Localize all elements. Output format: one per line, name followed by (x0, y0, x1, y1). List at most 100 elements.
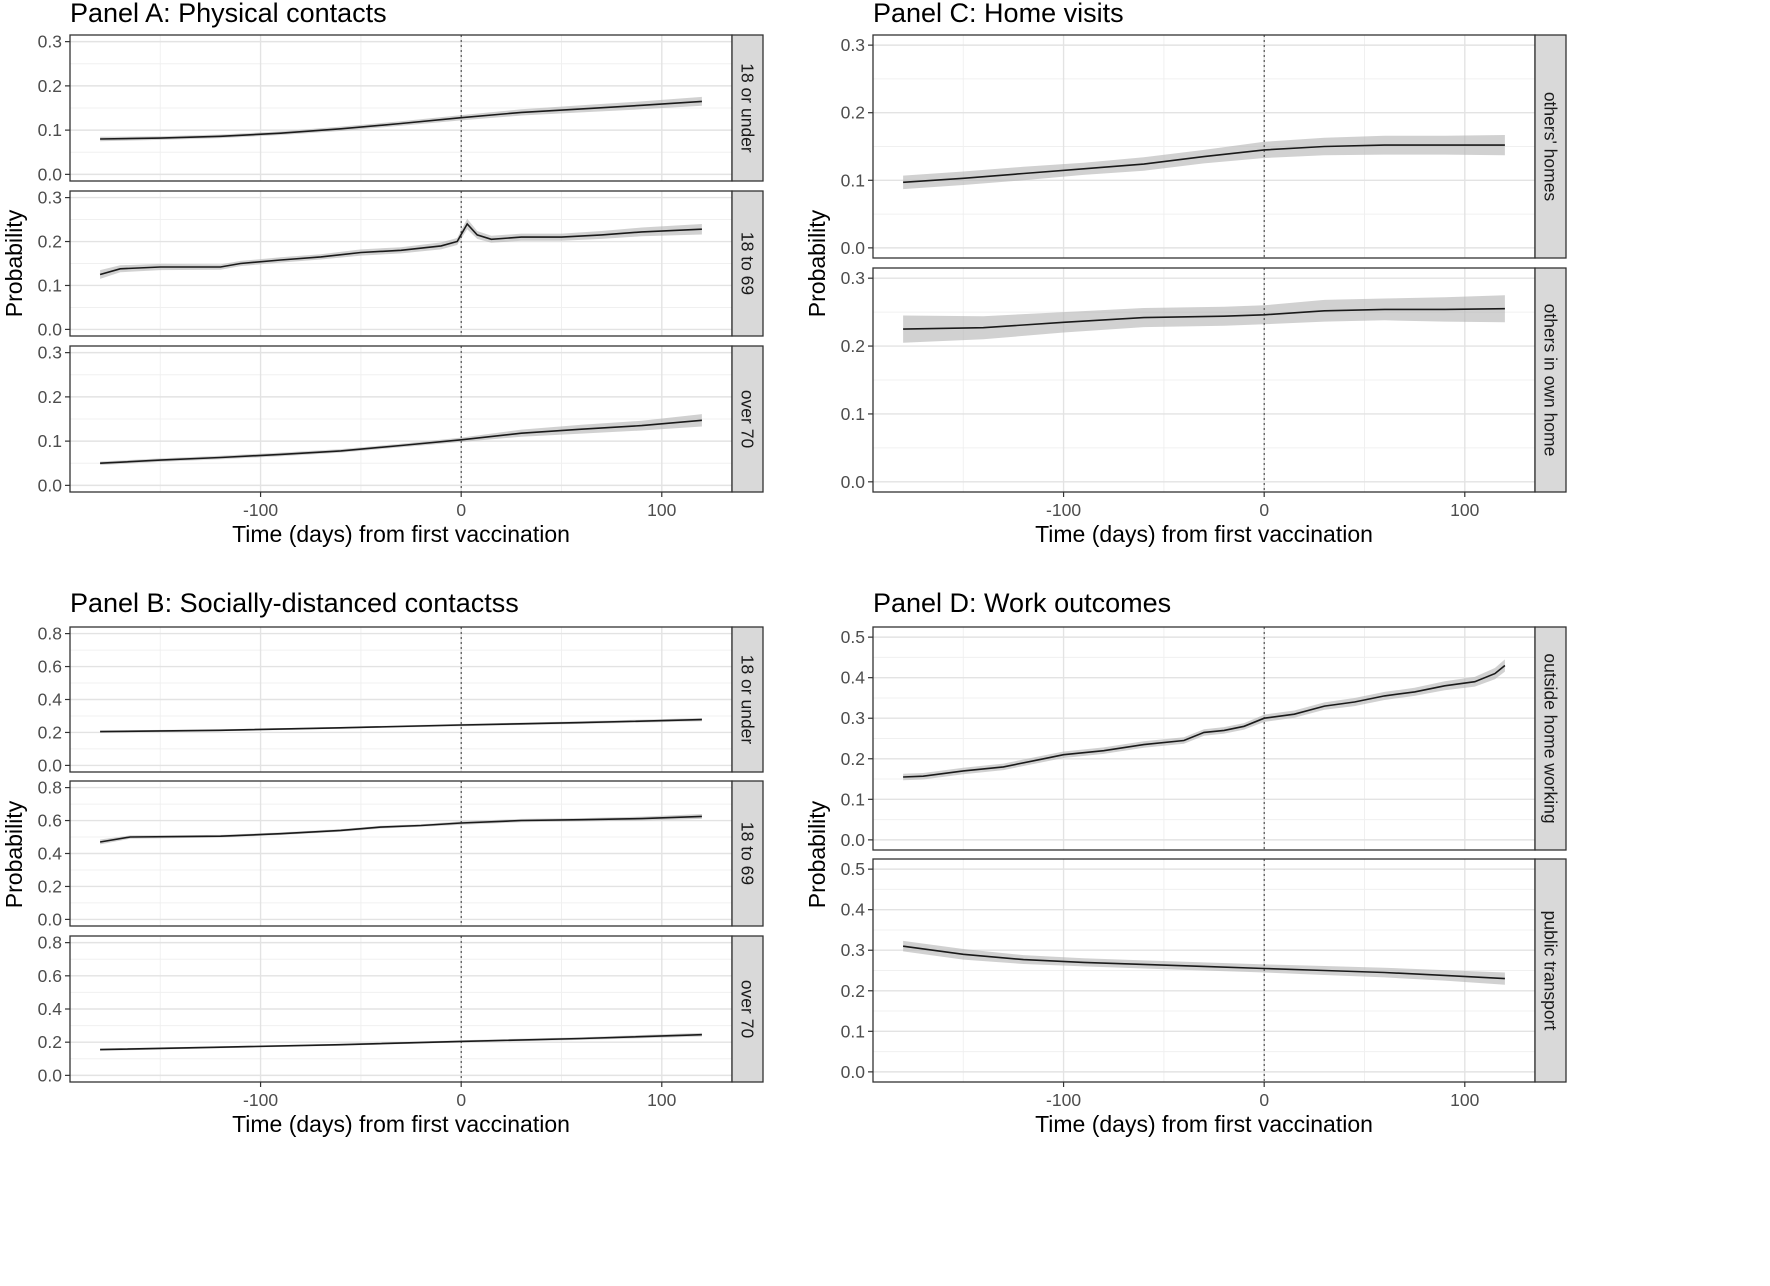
facet-strip (731, 34, 764, 182)
panel-title: Panel D: Work outcomes (873, 588, 1171, 618)
y-tick-label: 0.3 (38, 32, 62, 52)
y-tick-label: 0.0 (841, 830, 866, 850)
y-axis-title: Probability (804, 800, 830, 908)
y-tick-label: 0.2 (38, 876, 62, 896)
facet-strip (1534, 267, 1567, 493)
series-line (903, 144, 1505, 184)
series-line (99, 222, 702, 276)
series-line (100, 1033, 702, 1051)
x-tick-label: 0 (456, 1090, 466, 1110)
x-axis-title: Time (days) from first vaccination (1035, 521, 1373, 547)
x-tick-label: 100 (647, 500, 676, 520)
x-axis-title: Time (days) from first vaccination (232, 521, 570, 547)
facet: outside home working 0.0 0.1 0.2 0.3 0.4 0.5 (841, 626, 1567, 851)
y-tick-label: 0.1 (841, 170, 865, 190)
facet-strip-label: 18 or under (738, 655, 758, 745)
confidence-ribbon (100, 218, 702, 279)
y-tick-label: 0.8 (38, 624, 62, 644)
chart-root: Panel A: Physical contacts 18 or under 0.0… (1, 0, 1567, 1137)
facet-strip-label: 18 to 69 (738, 232, 758, 295)
facet: 18 or under 0.0 0.1 0.2 0.3 (38, 32, 764, 184)
x-axis-title: Time (days) from first vaccination (232, 1111, 570, 1137)
facet-strip-label: others' homes (1541, 92, 1561, 202)
facet-strip (1534, 858, 1567, 1083)
y-tick-label: 0.1 (841, 404, 865, 424)
facet-strip-label: outside home working (1541, 653, 1561, 823)
panel-title: Panel A: Physical contacts (70, 0, 387, 28)
facet: others in own home 0.0 0.1 0.2 0.3 -100 0 100 (841, 267, 1567, 520)
confidence-ribbon (903, 295, 1505, 343)
y-tick-label: 0.8 (38, 933, 62, 953)
y-axis-title: Probability (1, 209, 27, 317)
x-tick-label: 0 (456, 500, 466, 520)
series-line (100, 718, 702, 733)
y-tick-label: 0.4 (841, 668, 866, 688)
facet-strip-label: others in own home (1541, 304, 1561, 457)
facet-strip (1534, 626, 1567, 851)
y-tick-label: 0.1 (841, 1021, 865, 1041)
y-tick-label: 0.2 (38, 1032, 62, 1052)
x-tick-label: -100 (243, 500, 278, 520)
y-tick-label: 0.0 (841, 238, 866, 258)
y-tick-label: 0.0 (38, 164, 63, 184)
y-tick-label: 0.0 (38, 319, 63, 339)
y-tick-label: 0.4 (38, 999, 63, 1019)
x-tick-label: -100 (1046, 1090, 1081, 1110)
series-line (903, 307, 1505, 330)
y-tick-label: 0.2 (841, 749, 865, 769)
facet-strip-label: over 70 (738, 390, 758, 449)
confidence-ribbon (903, 659, 1505, 781)
y-tick-label: 0.2 (38, 76, 62, 96)
y-tick-label: 0.2 (38, 722, 62, 742)
panel-0: Panel A: Physical contacts 18 or under 0.0… (1, 0, 764, 547)
x-axis-title: Time (days) from first vaccination (1035, 1111, 1373, 1137)
x-tick-label: 100 (1450, 1090, 1479, 1110)
facet-strip (731, 190, 764, 337)
panel-2: Panel C: Home visits others' homes 0.0 0.1 0… (804, 0, 1567, 547)
y-tick-label: 0.0 (841, 1062, 866, 1082)
series-line (902, 945, 1505, 980)
series-line (100, 419, 702, 464)
facet-strip-label: over 70 (738, 980, 758, 1039)
facet-strip-label: public transport (1541, 911, 1561, 1031)
facet-strip-label: 18 to 69 (738, 822, 758, 885)
y-tick-label: 0.8 (38, 778, 62, 798)
facet-strip (731, 935, 764, 1083)
y-axis-title: Probability (1, 800, 27, 908)
confidence-ribbon (903, 940, 1505, 985)
facet: others' homes 0.0 0.1 0.2 0.3 (841, 34, 1567, 259)
y-tick-label: 0.6 (38, 657, 62, 677)
panel-1: Panel B: Socially-distanced contactss 18 … (1, 588, 764, 1137)
y-tick-label: 0.0 (841, 472, 866, 492)
x-tick-label: -100 (1046, 500, 1081, 520)
y-tick-label: 0.2 (38, 232, 62, 252)
facet: 18 or under 0.0 0.2 0.4 0.6 0.8 (38, 624, 764, 775)
facet-strip (1534, 34, 1567, 259)
x-tick-label: 0 (1259, 1090, 1269, 1110)
facet: over 70 0.0 0.1 0.2 0.3 -100 0 100 (38, 343, 764, 520)
y-tick-label: 0.5 (841, 859, 865, 879)
y-tick-label: 0.3 (38, 343, 62, 363)
x-tick-label: 100 (647, 1090, 676, 1110)
series-line (99, 815, 702, 843)
y-tick-label: 0.1 (38, 431, 62, 451)
y-tick-label: 0.2 (841, 103, 865, 123)
panel-title: Panel B: Socially-distanced contactss (70, 588, 519, 618)
y-tick-label: 0.1 (841, 789, 865, 809)
y-tick-label: 0.3 (38, 188, 62, 208)
facet: public transport 0.0 0.1 0.2 0.3 0.4 0.5 -100 0 1… (841, 858, 1567, 1110)
facet: 18 to 69 0.0 0.1 0.2 0.3 (38, 188, 764, 339)
facet-strip (731, 345, 764, 493)
y-tick-label: 0.2 (841, 336, 865, 356)
y-tick-label: 0.0 (38, 475, 63, 495)
confidence-ribbon (100, 814, 702, 845)
y-tick-label: 0.0 (38, 1065, 63, 1085)
y-tick-label: 0.0 (38, 755, 63, 775)
y-tick-label: 0.3 (841, 268, 865, 288)
y-tick-label: 0.2 (38, 387, 62, 407)
y-tick-label: 0.1 (38, 120, 62, 140)
facet: over 70 0.0 0.2 0.4 0.6 0.8 -100 0 100 (38, 933, 764, 1110)
facet-strip (731, 626, 764, 773)
facet: 18 to 69 0.0 0.2 0.4 0.6 0.8 (38, 778, 764, 929)
